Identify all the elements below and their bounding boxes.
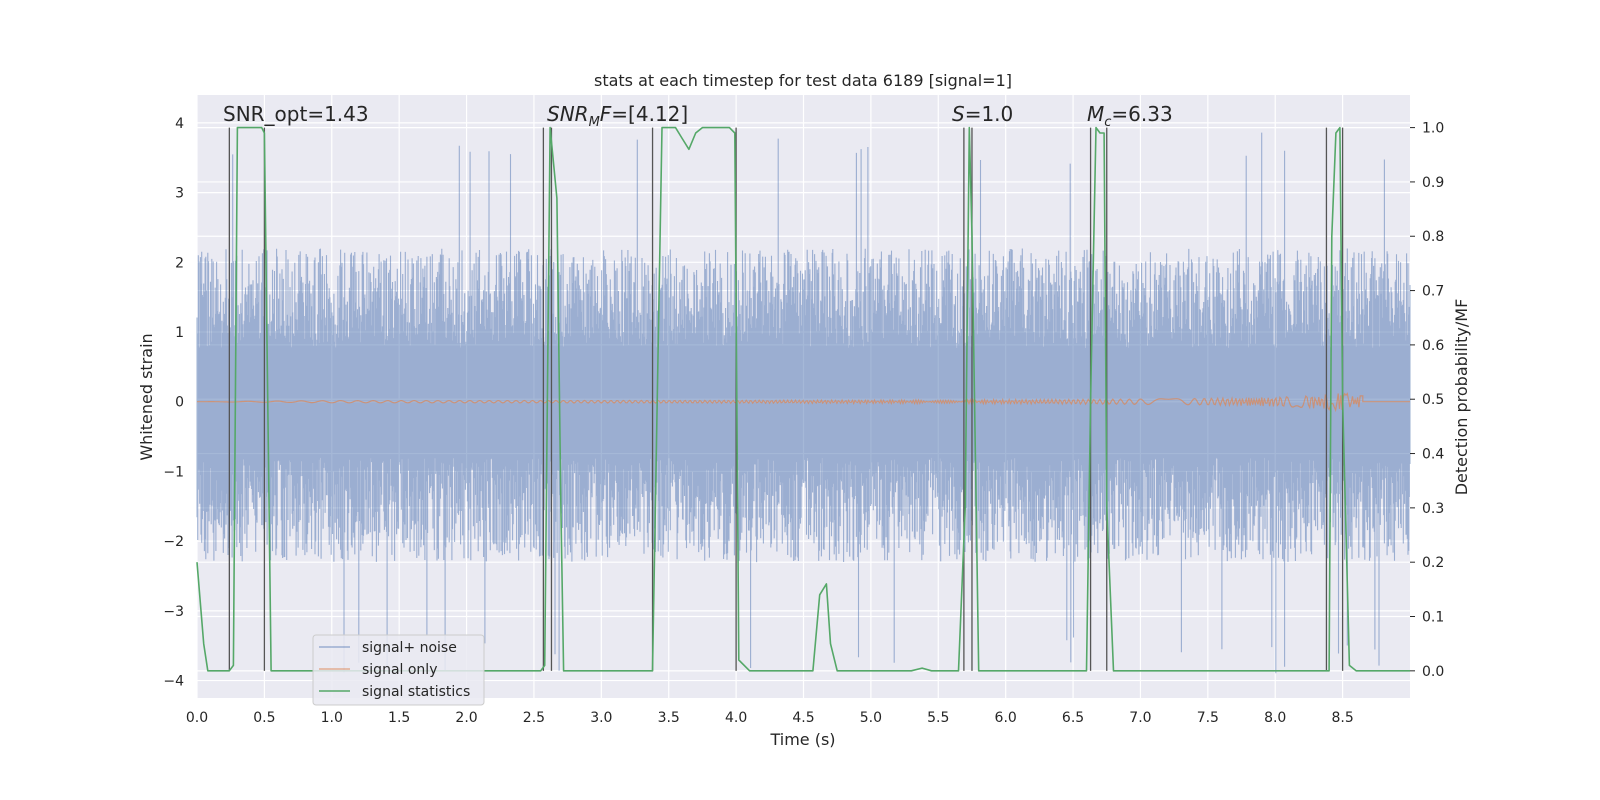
y-right-tick-label-0: 1.0	[1422, 121, 1444, 137]
x-tick-label-17: 8.5	[1331, 710, 1353, 726]
x-tick-label-7: 3.5	[658, 710, 680, 726]
y-left-tick-label-2: 2	[175, 255, 184, 271]
x-tick-label-14: 7.0	[1129, 710, 1151, 726]
legend: signal+ noise signal only signal statist…	[312, 634, 485, 706]
x-tick-label-8: 4.0	[725, 710, 747, 726]
x-tick-label-2: 1.0	[321, 710, 343, 726]
y-left-tick-label-1: 3	[175, 186, 184, 202]
x-tick-label-3: 1.5	[388, 710, 410, 726]
y-axis-left-label: Whitened strain	[137, 333, 156, 460]
x-tick-label-5: 2.5	[523, 710, 545, 726]
y-right-tick-label-7: 0.3	[1422, 501, 1444, 517]
y-axis-right-label: Detection probability/MF	[1452, 299, 1471, 496]
y-left-tick-label-5: −1	[163, 464, 184, 480]
legend-label-signal-noise: signal+ noise	[362, 640, 457, 656]
chart-title: stats at each timestep for test data 618…	[594, 71, 1012, 90]
y-left-tick-label-8: −4	[163, 674, 184, 690]
annotation-mc: Mc=6.33	[1087, 102, 1173, 130]
y-right-tick-label-10: 0.0	[1422, 664, 1444, 680]
x-tick-label-6: 3.0	[590, 710, 612, 726]
y-left-tick-label-3: 1	[175, 325, 184, 341]
y-left-tick-label-6: −2	[163, 534, 184, 550]
x-tick-label-0: 0.0	[186, 710, 208, 726]
y-right-tick-label-5: 0.5	[1422, 392, 1444, 408]
annotation-snr-mf: SNRMF=[4.12]	[547, 102, 688, 130]
y-right-tick-label-1: 0.9	[1422, 175, 1444, 191]
x-tick-label-9: 4.5	[792, 710, 814, 726]
y-left-tick-label-0: 4	[175, 116, 184, 132]
x-tick-label-11: 5.5	[927, 710, 949, 726]
annotation-snr-opt: SNR_opt=1.43	[223, 102, 369, 126]
legend-label-signal-only: signal only	[362, 662, 437, 678]
y-left-tick-label-7: −3	[163, 604, 184, 620]
x-tick-label-4: 2.0	[455, 710, 477, 726]
annotation-s: S=1.0	[952, 102, 1013, 126]
x-tick-label-1: 0.5	[253, 710, 275, 726]
y-right-tick-label-9: 0.1	[1422, 610, 1444, 626]
signal-only-series	[197, 392, 1410, 413]
x-tick-label-13: 6.5	[1062, 710, 1084, 726]
axis-ticks: 0.0 0.5 1.0 1.5 2.0 2.5 3.0 3.5 4.0 4.5 5.0 5.5 6.0 6…	[163, 116, 1444, 726]
legend-box	[312, 634, 485, 706]
legend-label-signal-statistics: signal statistics	[362, 684, 470, 700]
y-right-tick-label-8: 0.2	[1422, 555, 1444, 571]
y-right-tick-label-3: 0.7	[1422, 284, 1444, 300]
y-right-tick-label-2: 0.8	[1422, 229, 1444, 245]
y-left-tick-label-4: 0	[175, 395, 184, 411]
annotations: SNR_opt=1.43 SNRMF=[4.12] S=1.0 Mc=6.33	[223, 102, 1173, 130]
x-axis-label: Time (s)	[769, 730, 835, 749]
y-right-tick-label-4: 0.6	[1422, 338, 1444, 354]
x-tick-label-12: 6.0	[995, 710, 1017, 726]
x-tick-label-10: 5.0	[860, 710, 882, 726]
y-right-tick-label-6: 0.4	[1422, 447, 1444, 463]
x-tick-label-16: 8.0	[1264, 710, 1286, 726]
x-tick-label-15: 7.5	[1197, 710, 1219, 726]
signal-only-trace	[197, 392, 1410, 413]
